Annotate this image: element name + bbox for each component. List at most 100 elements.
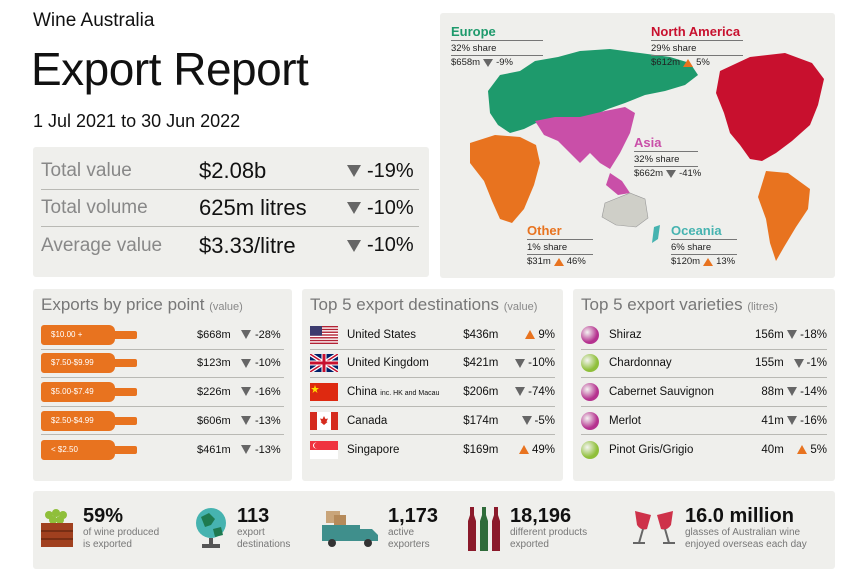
price-point-label: < $2.50 [41, 439, 115, 460]
stat-wine-exported: 59% of wine produced is exported [39, 505, 159, 551]
variety-change: 5% [784, 444, 827, 456]
price-point-change: -10% [241, 357, 281, 369]
variety-change: -1% [784, 357, 827, 369]
destinations-heading: Top 5 export destinations (value) [310, 295, 538, 314]
up-arrow-icon [525, 330, 536, 340]
change-text: -18% [800, 328, 827, 341]
change-text: -13% [255, 443, 281, 456]
uk-flag-icon [310, 354, 338, 373]
up-arrow-icon [703, 257, 714, 266]
destination-change: -74% [506, 386, 555, 398]
nz-region [652, 225, 660, 243]
change-text: -74% [528, 385, 555, 398]
bottle-icon: $5.00-$7.49 [41, 381, 141, 402]
bottle-neck [113, 330, 137, 339]
total-change: -10% [347, 197, 414, 220]
bottle-neck [113, 359, 137, 368]
destination-name-text: China [347, 385, 378, 398]
destination-row: Singapore $169m 49% [310, 435, 555, 464]
globe-icon [196, 508, 226, 548]
variety-row: Cabernet Sauvignon 88m -14% [581, 378, 827, 407]
grape-crate-icon [41, 509, 73, 547]
stat-products: 18,196 different products exported [464, 505, 587, 553]
change-text: -16% [800, 414, 827, 427]
bottle-icon: $7.50-$9.99 [41, 353, 141, 374]
variety-volume: 155m [755, 357, 784, 370]
page-title: Export Report [31, 43, 309, 95]
grape-icon [581, 354, 599, 373]
destination-row: United States $436m 9% [310, 321, 555, 350]
destination-name-text: United States [347, 328, 417, 341]
down-arrow-icon [793, 358, 804, 368]
region-label-north-america: North America 29% share $612m 5% [651, 24, 743, 68]
price-point-row: $7.50-$9.99 $123m -10% [41, 350, 284, 379]
variety-change: -18% [784, 329, 827, 341]
down-arrow-icon [347, 202, 361, 214]
variety-volume: 41m [761, 414, 784, 427]
price-point-change: -28% [241, 329, 281, 341]
north-america-region [716, 53, 824, 161]
up-arrow-icon [797, 445, 808, 455]
grape-icon [581, 440, 599, 459]
world-map-panel: Europe 32% share $658m -9% North America … [440, 13, 835, 278]
price-point-value: $668m [197, 328, 231, 341]
down-arrow-icon [347, 239, 361, 252]
price-point-row: $5.00-$7.49 $226m -16% [41, 378, 284, 407]
destination-value: $436m [463, 328, 499, 341]
australia-region [601, 192, 649, 228]
destination-name: Canada [347, 415, 463, 427]
variety-change: -16% [784, 415, 827, 427]
change-text: 5% [810, 443, 827, 456]
down-arrow-icon [787, 387, 798, 397]
variety-volume: 156m [755, 328, 784, 341]
down-arrow-icon [787, 330, 798, 340]
change-text: -5% [534, 414, 555, 427]
down-arrow-icon [241, 358, 251, 368]
price-point-heading: Exports by price point (value) [41, 295, 243, 314]
total-label: Average value [41, 234, 163, 256]
change-text: -14% [800, 385, 827, 398]
price-point-value: $461m [197, 443, 231, 456]
price-point-value: $226m [197, 385, 231, 398]
stat-glasses: 16.0 million glasses of Australian wine en… [629, 505, 807, 551]
price-point-change: -13% [241, 415, 281, 427]
stat-exporters: 1,173 active exporters [320, 505, 438, 551]
destination-change: 9% [506, 329, 555, 341]
up-arrow-icon [683, 58, 694, 67]
variety-row: Chardonnay 155m -1% [581, 350, 827, 379]
ca-flag-icon [310, 411, 338, 430]
variety-row: Merlot 41m -16% [581, 407, 827, 436]
destination-name: China inc. HK and Macau [347, 386, 463, 398]
total-change: -10% [347, 234, 414, 257]
variety-name: Cabernet Sauvignon [609, 385, 714, 398]
destination-row: China inc. HK and Macau $206m -74% [310, 378, 555, 407]
total-value-row: Total value $2.08b -19% [41, 153, 419, 190]
destination-name-text: Canada [347, 414, 388, 427]
variety-name: Chardonnay [609, 357, 672, 370]
bottle-neck [113, 416, 137, 425]
down-arrow-icon [241, 330, 251, 340]
down-arrow-icon [787, 416, 798, 426]
price-point-row: < $2.50 $461m -13% [41, 435, 284, 464]
destination-name-text: United Kingdom [347, 357, 429, 370]
destination-row: Canada $174m -5% [310, 407, 555, 436]
sg-flag-icon [310, 440, 338, 459]
south-america-region [758, 171, 810, 261]
destination-name: United Kingdom [347, 357, 463, 369]
bottle-neck [113, 387, 137, 396]
destination-value: $421m [463, 357, 499, 370]
up-arrow-icon [518, 445, 529, 455]
variety-row: Shiraz 156m -18% [581, 321, 827, 350]
change-text: -10% [528, 357, 555, 370]
price-point-value: $123m [197, 357, 231, 370]
varieties-heading: Top 5 export varieties (litres) [581, 295, 778, 314]
down-arrow-icon [515, 358, 526, 368]
destination-name-text: Singapore [347, 443, 400, 456]
destination-value: $174m [463, 414, 499, 427]
total-value: $2.08b [199, 158, 267, 183]
grape-icon [581, 411, 599, 430]
total-value: $3.33/litre [199, 232, 296, 258]
africa-region [470, 135, 540, 223]
se-asia-region [606, 173, 630, 195]
down-arrow-icon [241, 416, 251, 426]
